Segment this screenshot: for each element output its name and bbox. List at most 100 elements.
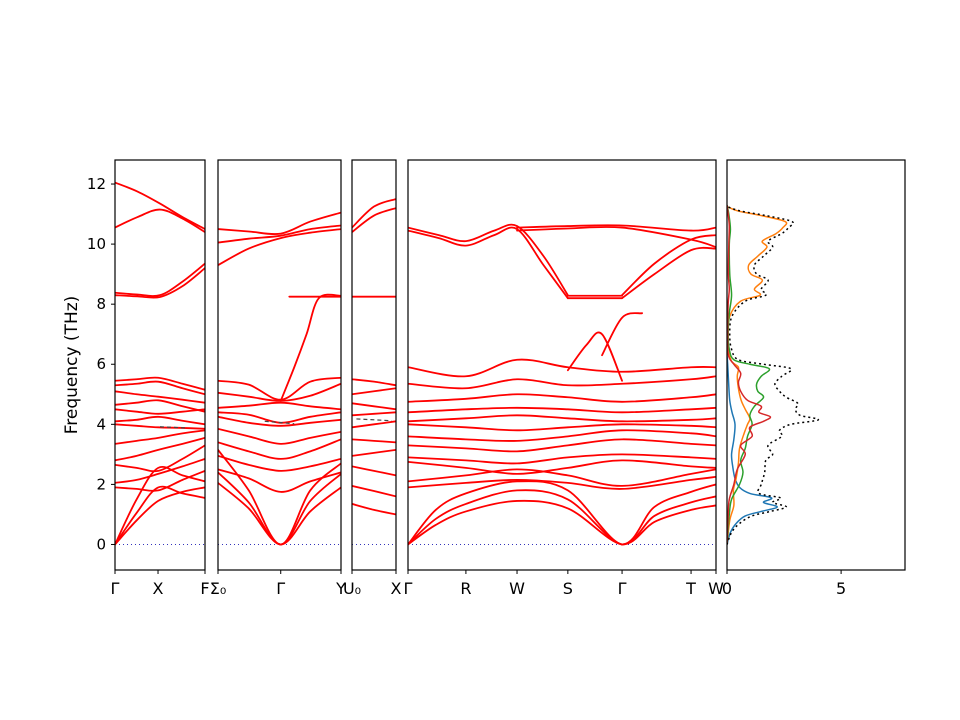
phonon-band-line — [279, 293, 341, 402]
phonon-band-line — [352, 503, 396, 516]
phonon-band-line — [115, 408, 205, 415]
phonon-band-line — [352, 387, 396, 396]
phonon-band-line — [218, 468, 341, 493]
phonon-band-line — [352, 378, 396, 387]
phonon-band-line — [115, 444, 205, 473]
reference-dashed-segment — [356, 418, 392, 422]
phonon-band-line — [352, 438, 396, 444]
dos-plot-area — [727, 204, 820, 545]
y-axis-label: Frequency (THz) — [62, 295, 82, 435]
bands-segment-4-frame — [407, 159, 717, 571]
pdos-orange-curve — [727, 205, 788, 545]
bands-segment-1-plot-area — [115, 181, 205, 546]
x-tick-label: R — [460, 579, 471, 598]
phonon-band-line — [352, 207, 396, 233]
phonon-band-line — [408, 375, 716, 390]
pdos-blue-curve — [727, 355, 778, 545]
x-tick-label: S — [563, 579, 573, 598]
phonon-band-line — [115, 267, 205, 299]
phonon-band-line — [408, 475, 716, 490]
x-tick-label: X — [391, 579, 402, 598]
phonon-band-line — [115, 262, 205, 297]
phonon-band-line — [408, 393, 716, 403]
bands-segment-1-frame — [114, 159, 206, 571]
phonon-band-line — [352, 402, 396, 411]
phonon-band-line — [115, 436, 205, 462]
bands-segment-4-plot-area — [408, 223, 716, 546]
y-tick-label: 12 — [87, 175, 106, 193]
phonon-band-line — [352, 448, 396, 457]
phonon-band-line — [408, 480, 716, 546]
y-tick-label: 10 — [87, 235, 106, 253]
x-tick-label: T — [685, 579, 696, 598]
phonon-band-line — [408, 499, 716, 546]
phonon-band-line — [218, 471, 341, 546]
phonon-band-line — [218, 448, 341, 546]
phonon-band-line — [115, 485, 205, 546]
phonon-band-line — [115, 380, 205, 396]
phonon-band-line — [218, 211, 341, 235]
phonon-band-line — [408, 358, 716, 378]
bands-segment-2-plot-area — [218, 211, 341, 546]
phonon-band-line — [352, 198, 396, 229]
y-tick-label: 4 — [96, 415, 106, 433]
phonon-band-line — [408, 459, 716, 475]
x-tick-label: Γ — [618, 579, 627, 598]
phonon-band-line — [115, 415, 205, 426]
phonon-band-line — [218, 454, 341, 472]
phonon-band-line — [408, 489, 716, 546]
phonon-band-line — [408, 414, 716, 423]
phonon-band-line — [352, 484, 396, 498]
phonon-band-line — [601, 312, 643, 357]
y-tick-label: 6 — [96, 355, 106, 373]
dos-frame — [726, 159, 906, 571]
phonon-band-line — [115, 376, 205, 391]
pdos-green-curve — [727, 204, 771, 545]
phonon-band-line — [115, 208, 205, 233]
phonon-band-line — [115, 399, 205, 413]
y-tick-label: 2 — [96, 475, 106, 493]
x-tick-label: Γ — [404, 579, 413, 598]
phonon-band-line — [621, 234, 716, 297]
x-tick-label: F — [200, 579, 209, 598]
phonon-band-line — [218, 427, 341, 445]
phonon-band-line — [218, 228, 341, 267]
x-tick-label: Γ — [276, 579, 285, 598]
phonon-band-line — [352, 465, 396, 477]
phonon-band-line — [115, 390, 205, 404]
phonon-band-line — [115, 181, 205, 230]
phonon-band-line — [352, 411, 396, 417]
phonon-band-line — [115, 429, 205, 445]
pdos-red-curve — [727, 204, 772, 545]
phonon-band-line — [408, 223, 569, 297]
bands-segment-3-frame — [351, 159, 397, 571]
bands-segment-2-frame — [217, 159, 342, 571]
reference-dashed-segment — [159, 426, 186, 429]
x-tick-label: Γ — [111, 579, 120, 598]
dos-x-tick-label: 0 — [722, 579, 732, 598]
phonon-band-line — [408, 429, 716, 442]
phonon-band-line — [218, 382, 341, 402]
x-tick-label: W — [509, 579, 525, 598]
dos-x-tick-label: 5 — [836, 579, 846, 598]
phonon-band-line — [516, 225, 716, 249]
x-tick-label: W — [708, 579, 724, 598]
phonon-band-line — [408, 423, 716, 432]
phonon-band-line — [408, 438, 716, 453]
bands-segment-3-plot-area — [352, 198, 396, 545]
y-tick-label: 0 — [96, 535, 106, 553]
phonon-band-line — [115, 423, 205, 430]
phonon-band-line — [115, 466, 205, 546]
phonon-band-line — [566, 331, 623, 382]
phonon-band-line — [408, 468, 716, 487]
phonon-band-line — [408, 406, 716, 414]
x-tick-label: X — [153, 579, 164, 598]
reference-dashed-segment — [264, 420, 295, 425]
phonon-band-line — [115, 469, 205, 492]
phonon-band-line — [352, 420, 396, 429]
phonon-band-line — [408, 226, 569, 300]
x-tick-label: Σ₀ — [210, 579, 227, 598]
phonon-band-line — [218, 401, 341, 411]
